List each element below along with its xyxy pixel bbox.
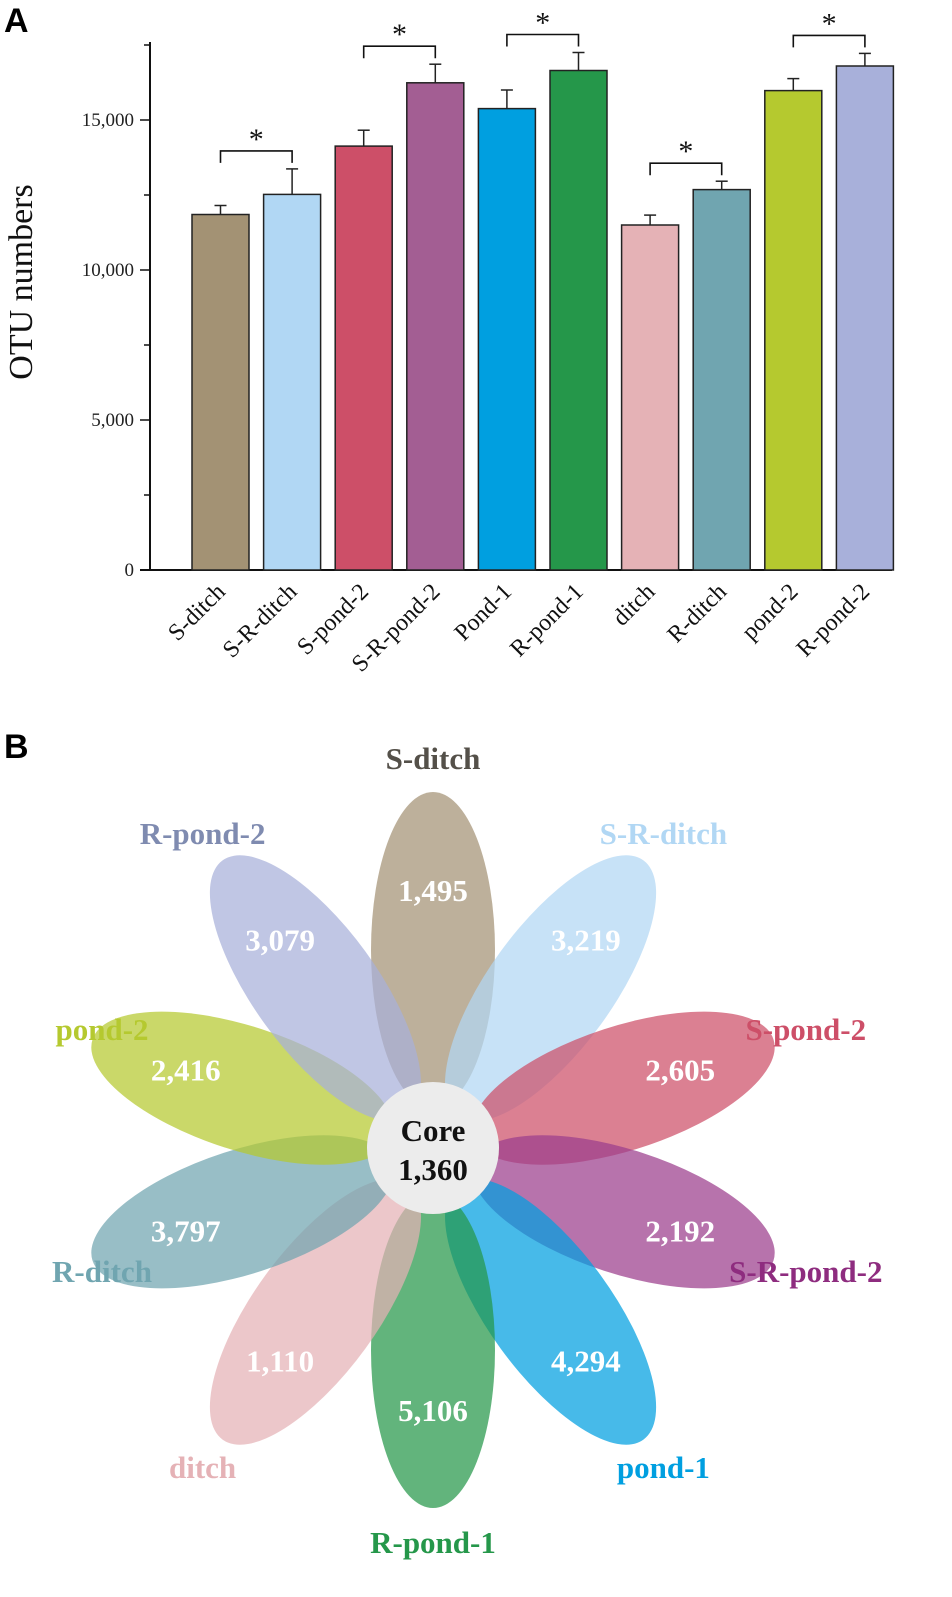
significance-bracket xyxy=(792,34,866,48)
petal-s-r-pond-2 xyxy=(471,1135,775,1289)
bar-s-pond-2 xyxy=(334,145,393,571)
significance-star: * xyxy=(678,135,693,168)
bar-r-ditch xyxy=(692,188,751,571)
bar-pond-2 xyxy=(764,89,823,571)
petal-count: 2,416 xyxy=(151,1053,221,1088)
bar-pond-1 xyxy=(477,107,537,571)
x-tick-label: ditch xyxy=(608,579,660,631)
petal-count: 3,079 xyxy=(245,923,315,958)
significance-star: * xyxy=(535,7,550,40)
petal-count: 3,797 xyxy=(151,1213,221,1248)
petal-name-label: pond-1 xyxy=(617,1450,710,1485)
panel-a-letter: A xyxy=(4,2,29,40)
bar-s-r-ditch xyxy=(262,193,322,571)
petal-name-label: S-R-pond-2 xyxy=(729,1254,882,1289)
petal-s-pond-2 xyxy=(471,1011,775,1165)
petal-count: 1,110 xyxy=(246,1343,314,1378)
petal-pond-2 xyxy=(91,1011,395,1165)
bar-r-pond-2 xyxy=(835,65,895,571)
petal-pond-1 xyxy=(445,1178,657,1445)
petal-name-label: pond-2 xyxy=(55,1012,148,1047)
significance-star: * xyxy=(392,18,407,51)
petal-count: 3,219 xyxy=(551,923,621,958)
significance-star: * xyxy=(249,123,264,156)
petal-count: 5,106 xyxy=(398,1393,468,1428)
significance-bracket xyxy=(649,162,723,176)
petal-name-label: ditch xyxy=(169,1450,236,1485)
y-tick-label: 5,000 xyxy=(91,410,134,431)
significance-bracket xyxy=(362,45,437,59)
y-tick-label: 15,000 xyxy=(82,110,134,131)
bar-r-pond-1 xyxy=(549,69,608,571)
x-tick-label: Pond-1 xyxy=(450,579,517,646)
petals-group xyxy=(91,792,775,1508)
bar-s-r-pond-2 xyxy=(406,82,465,571)
x-tick-label: R-ditch xyxy=(663,579,732,648)
flower-venn-diagram: 1,495 S-ditch 3,219 S-R-ditch 2,605 S-pond-2 2… xyxy=(52,741,882,1560)
x-tick-label: S-ditch xyxy=(163,579,230,646)
petal-count: 1,495 xyxy=(398,873,468,908)
petal-name-label: R-pond-1 xyxy=(370,1525,496,1560)
petal-count: 4,294 xyxy=(551,1343,621,1378)
petal-r-ditch xyxy=(91,1135,395,1289)
core-value: 1,360 xyxy=(398,1152,468,1187)
x-tick-label: R-pond-2 xyxy=(792,579,875,662)
core-label: Core xyxy=(401,1113,466,1148)
core-circle xyxy=(367,1082,499,1214)
petal-name-label: S-ditch xyxy=(386,741,481,776)
petal-s-r-ditch xyxy=(445,855,657,1122)
bar-chart: 0 5,000 10,000 15,000 OTU numbers S-ditchS-R-… xyxy=(3,7,895,677)
petal-ditch xyxy=(209,1178,421,1445)
x-tick-label: R-pond-1 xyxy=(505,579,588,662)
significance-star: * xyxy=(822,7,837,40)
significance-bracket xyxy=(219,150,293,163)
y-tick-label: 0 xyxy=(125,560,135,581)
petal-name-label: S-R-ditch xyxy=(600,816,727,851)
petal-name-label: R-ditch xyxy=(52,1254,152,1289)
panel-b-letter: B xyxy=(4,728,29,766)
bar-s-ditch xyxy=(191,213,250,571)
y-tick-label: 10,000 xyxy=(82,260,134,281)
petal-count: 2,605 xyxy=(645,1053,715,1088)
petal-count: 2,192 xyxy=(645,1213,715,1248)
petal-name-label: S-pond-2 xyxy=(746,1012,867,1047)
significance-bracket xyxy=(506,33,580,47)
x-tick-label: pond-2 xyxy=(737,579,803,645)
bar-ditch xyxy=(620,224,680,571)
x-tick-label: S-R-ditch xyxy=(218,579,302,663)
petal-r-pond-2 xyxy=(209,855,421,1122)
y-axis-label: OTU numbers xyxy=(3,184,40,379)
petal-name-label: R-pond-2 xyxy=(140,816,266,851)
